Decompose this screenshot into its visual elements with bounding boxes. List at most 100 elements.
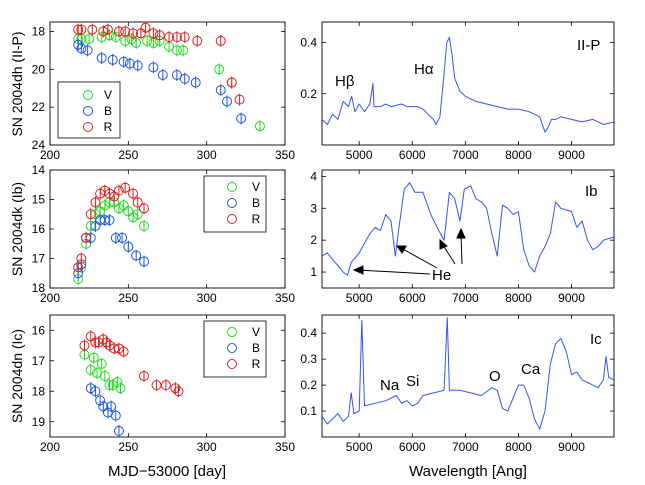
lightcurve-2004dh-ylabel: SN 2004dh (II-P): [9, 31, 25, 136]
spectrum-2004dh-type-label: II-P: [577, 37, 600, 54]
spectrum-2004dk-axes: [321, 169, 615, 289]
data-point-r: [215, 35, 226, 46]
y-tick-label: 16: [32, 323, 46, 337]
lightcurve-2004dk-panel: 200 250 300 350 14 15 16 17 18 SN 2004dk (Ib) V …: [9, 163, 295, 305]
legend-r-marker: [227, 359, 237, 369]
data-point-r: [140, 22, 151, 33]
spectrum-line: [321, 317, 615, 430]
legend-v-marker: [227, 327, 237, 337]
legend-box: [57, 81, 121, 139]
legend-b-label: B: [252, 341, 260, 355]
data-point-v: [254, 121, 265, 132]
y-tick-label: 0.1: [300, 404, 317, 418]
na-label: Na: [380, 377, 400, 394]
y-tick-label: 18: [32, 24, 46, 38]
halpha-label: Hα: [414, 61, 434, 78]
x-tick-label: 350: [275, 148, 295, 162]
y-tick-label: 18: [32, 281, 46, 295]
x-tick-label: 8000: [505, 148, 532, 162]
data-point-r: [120, 26, 131, 37]
data-point-b: [73, 39, 84, 50]
he-arrows: [352, 227, 466, 275]
data-point-r: [76, 24, 87, 35]
si-label: Si: [406, 373, 419, 390]
data-point-r: [113, 185, 124, 196]
y-tick-label: 0.2: [300, 87, 317, 101]
y-tick-label: 0.4: [300, 326, 317, 340]
legend-b-label: B: [252, 196, 260, 210]
data-point-r: [87, 24, 98, 35]
he-arrow-line: [357, 269, 431, 275]
x-tick-label: 350: [275, 291, 295, 305]
spectrum-2004dh-line: [321, 36, 615, 133]
x-tick-label: 300: [197, 148, 217, 162]
data-point-v: [88, 352, 99, 363]
spectrum-2004dn-ticks: 5000 6000 7000 8000 9000 0.1 0.2 0.3 0.4: [300, 315, 614, 454]
he-arrowhead: [456, 227, 466, 239]
data-point-b: [95, 395, 106, 406]
data-point-r: [73, 24, 84, 35]
y-tick-label: 14: [32, 163, 46, 177]
spectrum-2004dh-axes: [321, 21, 615, 146]
lightcurve-2004dh-axes: [49, 21, 286, 146]
legend-r-label: R: [252, 212, 261, 226]
data-point-r: [139, 371, 149, 381]
data-point-v: [132, 209, 143, 220]
data-point-r: [118, 346, 129, 357]
data-point-b: [90, 386, 101, 397]
legend-b-marker: [227, 343, 237, 353]
y-tick-label: 0.3: [300, 352, 317, 366]
x-tick-label: 200: [40, 440, 60, 454]
x-tick-label: 6000: [399, 148, 426, 162]
data-point-r: [226, 77, 237, 88]
data-point-r: [85, 209, 96, 220]
spectrum-2004dk-type-label: Ib: [585, 183, 598, 200]
data-point-v: [115, 383, 126, 394]
data-point-v: [110, 32, 121, 43]
data-point-v: [84, 34, 95, 45]
x-tick-label: 7000: [452, 440, 479, 454]
data-point-b: [179, 73, 190, 84]
spectrum-2004dn-type-label: Ic: [590, 331, 602, 348]
data-point-b: [171, 69, 182, 80]
y-tick-label: 17: [32, 354, 46, 368]
data-point-b: [82, 45, 93, 56]
data-point-r: [120, 182, 131, 193]
data-point-b: [76, 43, 87, 54]
spectrum-xlabel: Wavelength [Ang]: [409, 463, 527, 480]
data-point-v: [96, 32, 107, 43]
spectrum-2004dh-panel: 5000 6000 7000 8000 9000 0.2 0.4 II-P Hβ Hα: [300, 21, 615, 162]
data-point-r: [79, 340, 90, 351]
data-point-r: [192, 35, 203, 46]
he-arrowhead: [396, 245, 407, 254]
x-tick-label: 300: [197, 440, 217, 454]
he-arrow-line: [442, 244, 456, 265]
data-point-r: [160, 380, 171, 391]
x-tick-label: 9000: [558, 148, 585, 162]
spectrum-2004dh-ticks: 5000 6000 7000 8000 9000 0.2 0.4: [300, 22, 614, 162]
he-arrow-line: [400, 247, 438, 269]
x-tick-label: 200: [40, 291, 60, 305]
y-tick-label: 16: [32, 222, 46, 236]
legend-r-label: R: [104, 120, 113, 134]
legend-r-marker: [83, 122, 93, 132]
x-tick-label: 9000: [558, 291, 585, 305]
data-point-b: [132, 60, 143, 71]
ca-label: Ca: [521, 361, 541, 378]
he-arrow-line: [460, 233, 463, 265]
y-tick-label: 15: [32, 193, 46, 207]
data-point-b: [236, 113, 247, 124]
data-point-v: [178, 45, 189, 56]
lightcurve-2004dh-markers: [73, 21, 265, 133]
legend-b-marker: [83, 106, 93, 116]
data-point-r: [98, 334, 109, 345]
legend-b-marker: [227, 198, 237, 208]
hbeta-label: Hβ: [335, 73, 355, 90]
legend-v-marker: [83, 90, 93, 100]
data-point-r: [164, 32, 175, 43]
lightcurve-2004dn-ylabel: SN 2004dn (Ic): [9, 329, 25, 423]
data-point-b: [96, 52, 107, 63]
lightcurve-2004dk-ylabel: SN 2004dk (Ib): [9, 182, 25, 276]
data-point-r: [170, 383, 181, 394]
x-tick-label: 350: [275, 440, 295, 454]
